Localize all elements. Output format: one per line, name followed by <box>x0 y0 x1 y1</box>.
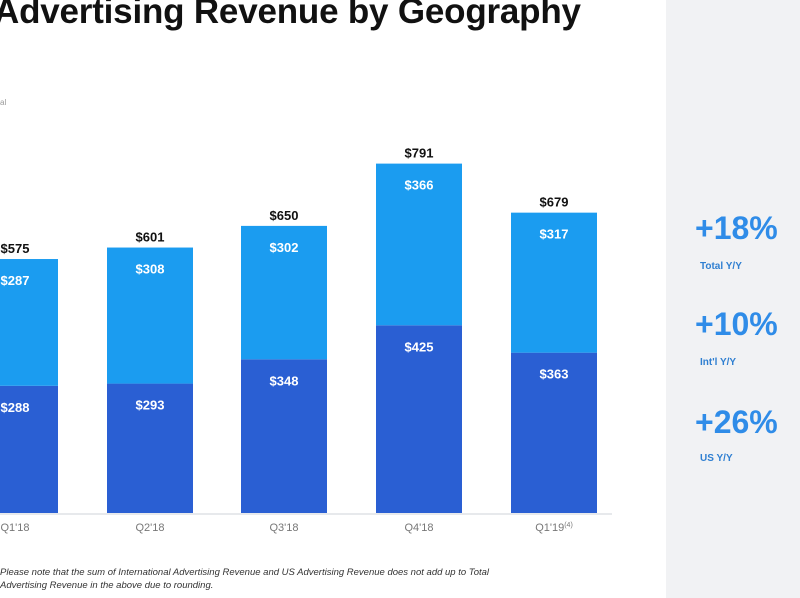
bar-segment-intl <box>511 212 597 353</box>
us-yy-label: US Y/Y <box>700 453 733 464</box>
intl-yy-value: +10% <box>695 306 778 342</box>
bar-segment-us <box>0 385 58 513</box>
us-yy-value: +26% <box>695 404 778 440</box>
bar-segment-intl <box>107 247 193 384</box>
bar-segment-us <box>107 383 193 513</box>
x-tick-label: Q2'18 <box>135 522 164 534</box>
stats-panel <box>666 0 800 598</box>
legend-fragment: al <box>0 98 7 107</box>
bar-label-us: $293 <box>136 398 165 413</box>
footnote-line-1: Please note that the sum of Internationa… <box>0 567 490 578</box>
bar-total-label: $601 <box>136 230 165 245</box>
bar-label-us: $348 <box>270 373 299 388</box>
total-yy-label: Total Y/Y <box>700 261 742 272</box>
bar-total-label: $679 <box>540 195 569 210</box>
bar-label-intl: $366 <box>405 178 434 193</box>
bar-total-label: $575 <box>1 241 30 256</box>
bar-total-label: $791 <box>405 146 434 161</box>
bar-label-intl: $308 <box>136 262 165 277</box>
x-tick-label: Q1'18 <box>0 522 29 534</box>
bar-label-us: $363 <box>540 367 569 382</box>
bar-label-us: $425 <box>405 339 434 354</box>
bar-segment-us <box>241 359 327 513</box>
bar-total-label: $650 <box>270 208 299 223</box>
x-tick-superscript: (4) <box>564 522 573 529</box>
footnote-line-2: Advertising Revenue in the above due to … <box>0 580 214 591</box>
bar-segment-intl <box>0 259 58 386</box>
bar-segment-intl <box>241 225 327 360</box>
chart-title: Advertising Revenue by Geography <box>0 0 581 31</box>
bar-segment-us <box>376 325 462 513</box>
x-tick-label: Q3'18 <box>269 522 298 534</box>
bar-label-intl: $287 <box>1 273 30 288</box>
x-tick-label: Q4'18 <box>404 522 433 534</box>
bar-label-intl: $302 <box>270 240 299 255</box>
footnote: Please note that the sum of Internationa… <box>0 566 489 592</box>
bar-label-intl: $317 <box>540 227 569 242</box>
bar-segment-intl <box>376 163 462 326</box>
x-tick-label: Q1'19(4) <box>535 522 573 534</box>
bar-segment-us <box>511 352 597 513</box>
bar-label-us: $288 <box>1 400 30 415</box>
total-yy-value: +18% <box>695 210 778 246</box>
intl-yy-label: Int'l Y/Y <box>700 357 737 368</box>
stacked-bar-chart: $288 $287 $575 Q1'18 $293 $308 $601 Q2'18 $348 $3… <box>0 146 612 534</box>
